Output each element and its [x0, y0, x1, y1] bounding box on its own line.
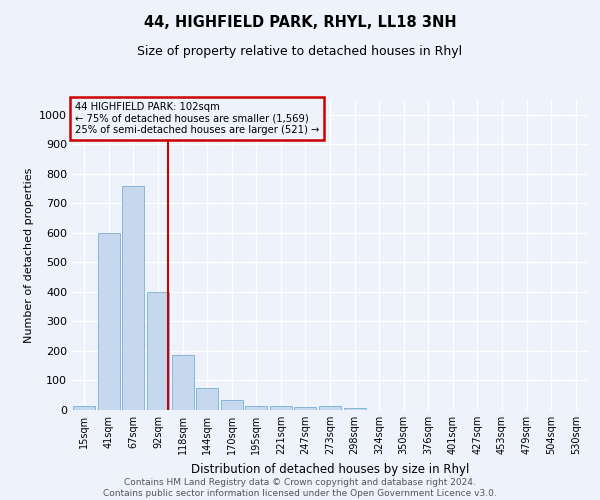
X-axis label: Distribution of detached houses by size in Rhyl: Distribution of detached houses by size …: [191, 462, 469, 475]
Bar: [73, 406, 95, 410]
Text: 44 HIGHFIELD PARK: 102sqm
← 75% of detached houses are smaller (1,569)
25% of se: 44 HIGHFIELD PARK: 102sqm ← 75% of detac…: [74, 102, 319, 134]
Bar: [270, 406, 292, 410]
Text: 44, HIGHFIELD PARK, RHYL, LL18 3NH: 44, HIGHFIELD PARK, RHYL, LL18 3NH: [143, 15, 457, 30]
Text: Size of property relative to detached houses in Rhyl: Size of property relative to detached ho…: [137, 45, 463, 58]
Bar: [245, 406, 268, 410]
Text: Contains HM Land Registry data © Crown copyright and database right 2024.
Contai: Contains HM Land Registry data © Crown c…: [103, 478, 497, 498]
Bar: [344, 408, 365, 410]
Bar: [172, 356, 194, 410]
Y-axis label: Number of detached properties: Number of detached properties: [23, 168, 34, 342]
Bar: [221, 400, 243, 410]
Bar: [295, 407, 316, 410]
Bar: [196, 388, 218, 410]
Bar: [98, 233, 120, 410]
Bar: [147, 292, 169, 410]
Bar: [319, 406, 341, 410]
Bar: [122, 186, 145, 410]
